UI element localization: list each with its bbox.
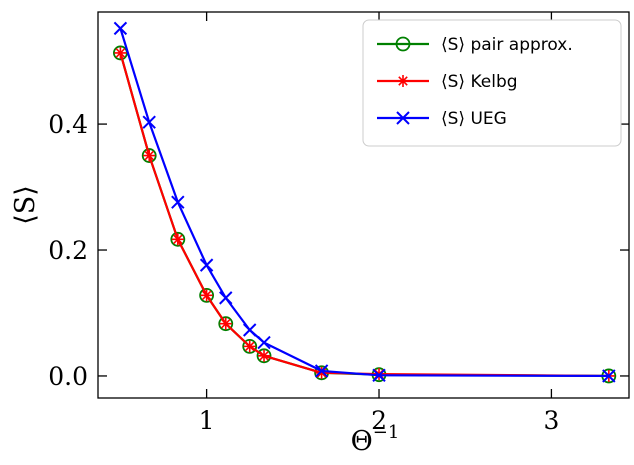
data-point	[199, 258, 214, 272]
data-point	[171, 195, 185, 209]
data-point	[257, 335, 271, 350]
legend-label: ⟨S⟩ pair approx.	[441, 35, 573, 55]
data-point	[219, 291, 233, 305]
data-point	[242, 338, 258, 354]
axis-ticks: 1 2 3 0.0 0.2 0.4	[48, 12, 629, 435]
series-line	[119, 28, 609, 378]
plot-frame	[97, 11, 630, 399]
data-point	[219, 317, 232, 330]
data-point	[113, 21, 128, 36]
legend-entry: ⟨S⟩ pair approx.	[377, 35, 573, 55]
data-point	[602, 369, 616, 383]
legend-entry: ⟨S⟩ Kelbg	[377, 72, 518, 92]
data-point	[143, 149, 156, 162]
data-point	[200, 289, 213, 302]
y-tick-label: 0.4	[48, 110, 88, 139]
legend-label: ⟨S⟩ UEG	[441, 109, 507, 129]
x-axis-title: Θ−1	[351, 422, 400, 457]
data-point	[256, 348, 272, 364]
data-point	[243, 323, 257, 337]
legend-marker	[395, 36, 411, 52]
data-point	[199, 287, 215, 303]
data-point	[170, 231, 186, 247]
y-tick-label: 0.2	[48, 236, 88, 265]
legend-box	[362, 19, 622, 147]
x-tick-label: 1	[199, 406, 215, 435]
data-point	[114, 46, 127, 59]
legend-label: ⟨S⟩ Kelbg	[441, 72, 518, 92]
legend-marker	[397, 75, 409, 87]
y-tick-label: 0.0	[48, 362, 88, 391]
data-point	[142, 115, 156, 129]
data-point	[218, 316, 234, 332]
data-point	[372, 368, 386, 383]
legend: ⟨S⟩ pair approx. ⟨S⟩ Kelbg ⟨S⟩ UEG	[362, 19, 622, 147]
legend-entry: ⟨S⟩ UEG	[377, 109, 507, 129]
data-point	[171, 233, 184, 246]
series-x	[113, 21, 616, 383]
x-tick-label: 3	[543, 406, 559, 435]
data-point	[243, 340, 256, 353]
data-point	[314, 364, 329, 378]
data-point	[258, 349, 271, 362]
data-point	[141, 148, 157, 163]
legend-marker	[396, 111, 410, 125]
y-axis-title: ⟨S⟩	[10, 185, 41, 225]
series-layer	[113, 21, 617, 384]
data-point	[315, 366, 328, 379]
x-tick-label: 2	[371, 406, 387, 435]
